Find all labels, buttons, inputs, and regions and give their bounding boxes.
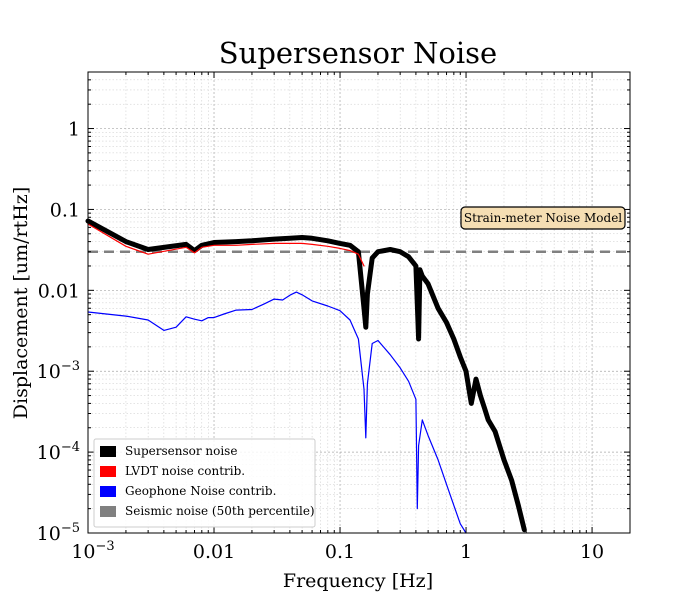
y-tick-labels: 1 0.1 0.01 10−3 10−4 10−5 bbox=[37, 119, 80, 545]
x-axis-label: Frequency [Hz] bbox=[283, 570, 433, 592]
legend-swatch bbox=[100, 466, 116, 477]
y-tick-label: 0.1 bbox=[50, 199, 80, 221]
series-line-0 bbox=[85, 218, 527, 533]
legend-label: Seismic noise (50th percentile) bbox=[125, 504, 315, 518]
y-tick-label: 10−5 bbox=[37, 521, 80, 545]
series-layer bbox=[85, 218, 630, 534]
x-tick-label: 10 bbox=[580, 541, 604, 563]
y-tick-label: 10−3 bbox=[37, 359, 80, 383]
legend-label: Supersensor noise bbox=[125, 444, 237, 458]
legend: Supersensor noise LVDT noise contrib. Geop… bbox=[93, 438, 316, 528]
series-line-2 bbox=[87, 291, 467, 534]
y-tick-label: 0.01 bbox=[38, 280, 80, 302]
x-tick-label: 1 bbox=[460, 541, 472, 563]
series-line-1 bbox=[87, 223, 365, 267]
chart-title: Supersensor Noise bbox=[219, 36, 497, 70]
y-tick-label: 1 bbox=[68, 119, 80, 141]
legend-swatch bbox=[100, 486, 116, 497]
legend-label: LVDT noise contrib. bbox=[125, 464, 245, 478]
annotation-text: Strain-meter Noise Model bbox=[464, 211, 622, 225]
legend-label: Geophone Noise contrib. bbox=[125, 484, 276, 498]
x-tick-label: 10−3 bbox=[71, 539, 114, 563]
legend-swatch bbox=[100, 506, 116, 517]
x-tick-label: 0.1 bbox=[325, 541, 355, 563]
x-tick-label: 0.01 bbox=[193, 541, 235, 563]
legend-swatch bbox=[100, 446, 116, 457]
x-tick-labels: 10−3 0.01 0.1 1 10 bbox=[71, 539, 604, 563]
ticks bbox=[87, 71, 631, 534]
y-tick-label: 10−4 bbox=[37, 440, 80, 464]
y-axis-label: Displacement [um/rtHz] bbox=[10, 187, 32, 419]
annotation-box: Strain-meter Noise Model bbox=[460, 206, 626, 230]
